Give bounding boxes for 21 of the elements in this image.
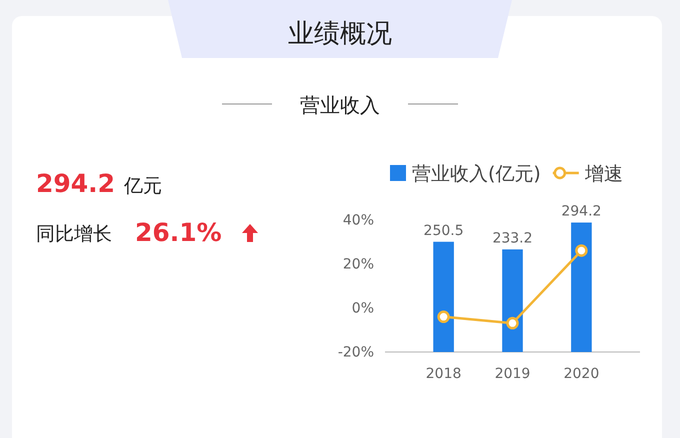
y-tick-label: 40% bbox=[342, 212, 374, 228]
point bbox=[437, 310, 450, 324]
data-label: 250.5 bbox=[424, 222, 464, 239]
x-tick-label: 2018 bbox=[426, 366, 462, 382]
text: 26.1% bbox=[135, 218, 222, 247]
text: 亿元 bbox=[123, 175, 162, 197]
x-tick-label: 2019 bbox=[494, 366, 530, 382]
data-label: 294.2 bbox=[561, 204, 602, 220]
chart-subtitle: 营业收入 bbox=[300, 93, 380, 117]
legend-label: 营业收入(亿元) bbox=[412, 163, 541, 185]
point bbox=[575, 244, 588, 257]
x-tick-label: 2020 bbox=[564, 366, 600, 382]
y-tick-label: 0% bbox=[352, 300, 374, 316]
text: 294.2 bbox=[36, 169, 116, 198]
y-tick-label: 20% bbox=[342, 256, 374, 272]
legend-label: 增速 bbox=[584, 163, 623, 185]
text: 同比增长 bbox=[36, 223, 112, 245]
y-tick-label: -20% bbox=[338, 344, 374, 360]
data-label: 233.2 bbox=[492, 230, 533, 246]
point bbox=[506, 316, 519, 330]
chart-title: 业绩概况 bbox=[288, 19, 392, 49]
